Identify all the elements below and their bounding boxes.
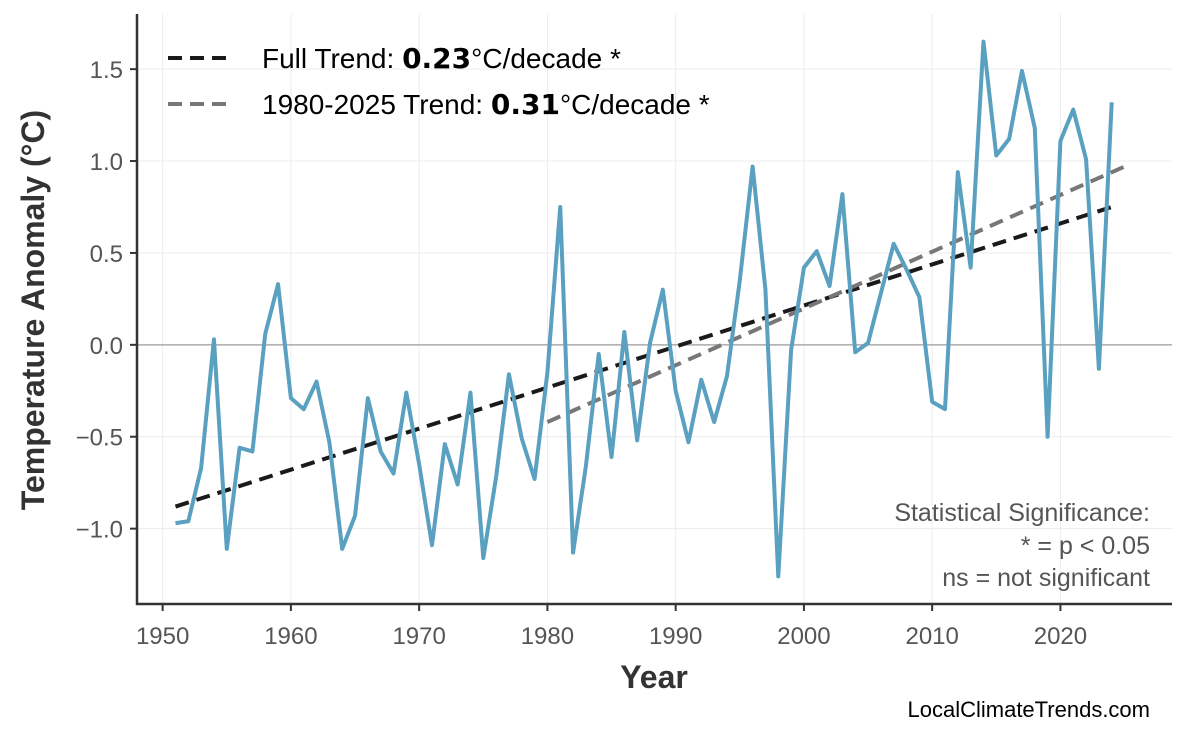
y-tick-label: 1.0: [90, 149, 123, 176]
recent-trend-line: [546, 164, 1126, 424]
legend-label-full-trend: Full Trend: 0.23°C/decade *: [262, 42, 621, 75]
x-tick-label: 2020: [1034, 623, 1087, 650]
x-tick-label: 1990: [649, 623, 702, 650]
annotation-line: Statistical Significance:: [894, 499, 1150, 527]
x-tick-label: 2010: [905, 623, 958, 650]
x-tick-label: 1980: [521, 623, 574, 650]
y-tick-label: −0.5: [76, 425, 123, 452]
series-line: [175, 39, 1114, 579]
legend: Full Trend: 0.23°C/decade * 1980-2025 Tr…: [168, 42, 710, 121]
y-tick-label: 0.5: [90, 241, 123, 268]
x-tick-label: 1970: [392, 623, 445, 650]
x-axis-label: Year: [620, 659, 688, 695]
x-tick-label: 1960: [264, 623, 317, 650]
legend-label-recent-trend: 1980-2025 Trend: 0.31°C/decade *: [262, 88, 710, 121]
axes: [135, 14, 1172, 606]
y-axis-label: Temperature Anomaly (°C): [15, 110, 51, 510]
x-ticks: 1950 1960 1970 1980 1990 2000 2010 2020: [136, 604, 1087, 650]
y-tick-label: 1.5: [90, 57, 123, 84]
watermark: LocalClimateTrends.com: [908, 697, 1151, 722]
y-ticks: −1.0 −0.5 0.0 0.5 1.0 1.5: [76, 57, 137, 544]
x-tick-label: 1950: [136, 623, 189, 650]
significance-annotation: Statistical Significance: * = p < 0.05 n…: [894, 499, 1150, 592]
y-tick-label: 0.0: [90, 333, 123, 360]
x-tick-label: 2000: [777, 623, 830, 650]
y-tick-label: −1.0: [76, 517, 123, 544]
annotation-line: ns = not significant: [942, 564, 1150, 592]
annotation-line: * = p < 0.05: [1021, 532, 1150, 560]
